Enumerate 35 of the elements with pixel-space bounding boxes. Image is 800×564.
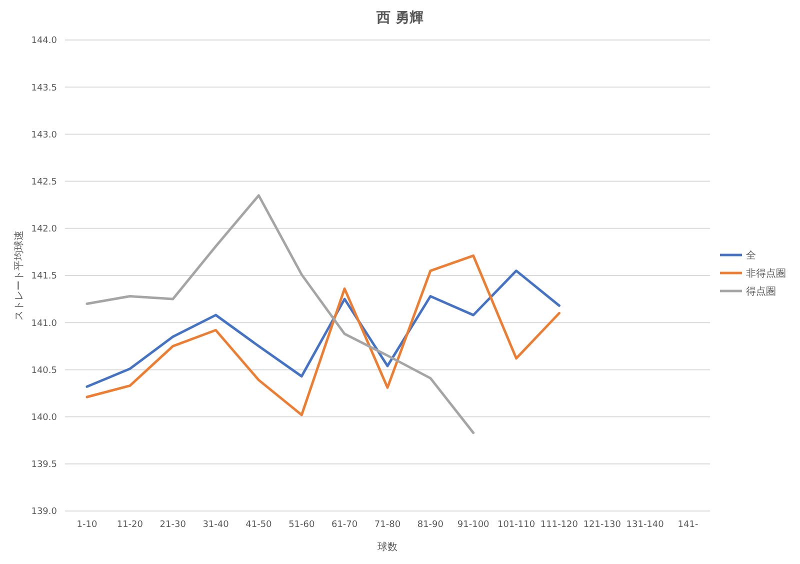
y-tick-label: 143.0 (31, 130, 58, 140)
legend-label: 非得点圏 (746, 268, 786, 280)
y-tick-label: 139.5 (31, 460, 57, 470)
y-tick-label: 142.5 (31, 177, 57, 188)
x-tick-label: 41-50 (246, 520, 272, 530)
x-tick-label: 81-90 (417, 520, 444, 530)
x-tick-label: 11-20 (116, 520, 144, 530)
x-tick-label: 131-140 (626, 520, 664, 530)
line-series (86, 254, 560, 416)
x-tick-label: 61-70 (331, 520, 358, 530)
y-tick-label: 144.0 (31, 36, 58, 46)
y-tick-label: 140.0 (31, 412, 58, 423)
x-tick-label: 111-120 (540, 520, 578, 530)
chart-title: 西 勇輝 (376, 10, 424, 26)
x-tick-label: 51-60 (288, 520, 315, 530)
x-tick-label: 31-40 (202, 520, 230, 530)
y-tick-label: 143.5 (31, 83, 57, 94)
line-series (86, 194, 475, 434)
x-tick-label: 21-30 (160, 520, 186, 530)
y-tick-label: 141.0 (31, 318, 58, 329)
x-tick-label: 101-110 (497, 520, 536, 530)
legend-label: 得点圏 (746, 286, 776, 298)
y-axis-title: ストレート平均球速 (13, 230, 25, 320)
x-tick-label: 1-10 (76, 520, 98, 530)
y-tick-label: 142.0 (31, 224, 58, 235)
x-axis-title: 球数 (378, 541, 398, 553)
x-tick-label: 91-100 (457, 520, 490, 530)
legend-label: 全 (746, 250, 756, 262)
y-tick-label: 139.0 (31, 507, 58, 518)
x-tick-label: 71-80 (374, 520, 401, 530)
y-tick-label: 140.5 (31, 366, 57, 376)
x-tick-label: 121-130 (583, 520, 622, 530)
y-tick-label: 141.5 (31, 272, 57, 282)
line-series (86, 270, 560, 388)
x-tick-label: 141- (678, 520, 698, 530)
